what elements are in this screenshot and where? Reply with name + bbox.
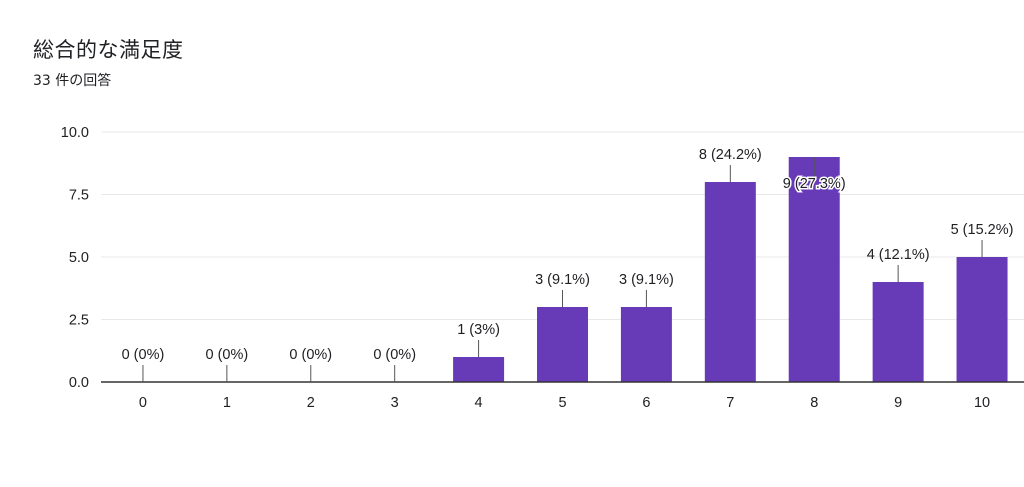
data-label: 0 (0%) [122, 347, 165, 363]
data-label: 3 (9.1%) [535, 272, 590, 288]
x-tick-label: 5 [558, 395, 566, 411]
data-label: 8 (24.2%) [699, 147, 762, 163]
data-label: 0 (0%) [206, 347, 249, 363]
bar [704, 182, 756, 382]
response-count: 33 件の回答 [33, 73, 112, 89]
x-tick-label: 2 [307, 395, 315, 411]
x-tick-label: 9 [894, 395, 902, 411]
x-axis-labels: 0 1 2 3 4 5 6 7 8 9 10 [139, 395, 990, 411]
x-tick-label: 3 [391, 395, 399, 411]
x-tick-label: 4 [475, 395, 483, 411]
bar [788, 157, 840, 382]
bars [453, 157, 1008, 382]
data-label: 3 (9.1%) [619, 272, 674, 288]
bar [956, 257, 1008, 382]
data-label: 1 (3%) [457, 322, 500, 338]
x-tick-label: 6 [642, 395, 650, 411]
data-label: 0 (0%) [289, 347, 332, 363]
data-label: 0 (0%) [373, 347, 416, 363]
x-tick-label: 0 [139, 395, 147, 411]
data-labels: 0 (0%) 0 (0%) 0 (0%) 0 (0%) 1 (3%) 3 (9.1%) 3 … [122, 147, 1014, 382]
x-tick-label: 8 [810, 395, 818, 411]
data-label: 9 (27.3%) [783, 176, 846, 192]
bar [872, 282, 924, 382]
bar [537, 307, 588, 382]
y-tick-label: 5.0 [69, 250, 89, 266]
chart-title: 総合的な満足度 [33, 38, 184, 62]
x-tick-label: 1 [223, 395, 231, 411]
data-label: 5 (15.2%) [951, 222, 1014, 238]
bar [453, 357, 505, 382]
y-tick-label: 2.5 [69, 313, 89, 329]
y-tick-label: 7.5 [69, 188, 89, 204]
y-tick-label: 10.0 [61, 125, 89, 141]
y-tick-label: 0.0 [69, 375, 89, 391]
x-tick-label: 10 [974, 395, 990, 411]
y-axis: 0.0 2.5 5.0 7.5 10.0 [61, 125, 89, 391]
x-tick-label: 7 [726, 395, 734, 411]
bar [620, 307, 672, 382]
data-label: 4 (12.1%) [867, 247, 930, 263]
